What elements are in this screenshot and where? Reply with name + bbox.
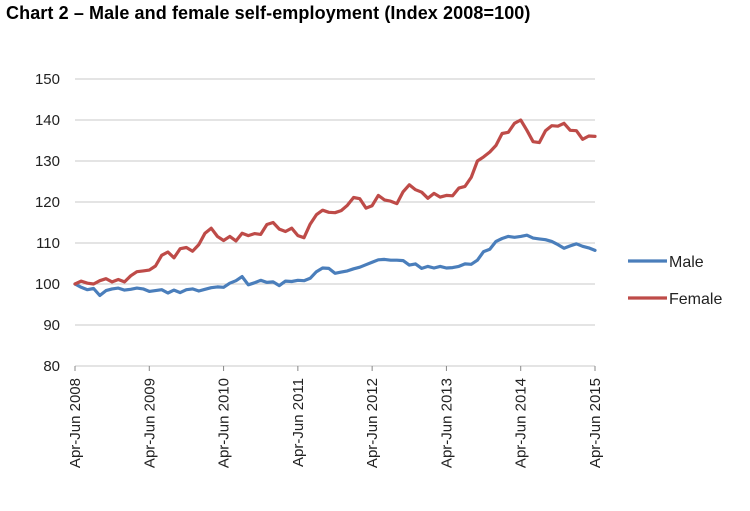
chart-title: Chart 2 – Male and female self-employmen… [6, 3, 531, 23]
x-tick-label: Apr-Jun 2013 [438, 378, 455, 468]
legend: Male Female [628, 254, 722, 308]
gridlines [75, 78, 595, 367]
series-lines [73, 118, 597, 298]
legend-label-female: Female [669, 291, 722, 308]
series-line-male [73, 233, 597, 298]
x-tick-label: Apr-Jun 2009 [141, 378, 158, 468]
x-tick-label: Apr-Jun 2010 [216, 378, 233, 468]
y-tick-label: 150 [35, 71, 60, 88]
y-tick-label: 120 [35, 194, 60, 211]
legend-label-male: Male [669, 254, 704, 271]
y-tick-label: 80 [43, 358, 60, 375]
x-axis-ticks: Apr-Jun 2008 Apr-Jun 2009 Apr-Jun 2010 Apr-… [67, 366, 604, 468]
y-tick-label: 100 [35, 276, 60, 293]
y-tick-label: 130 [35, 153, 60, 170]
x-tick-label: Apr-Jun 2011 [290, 378, 307, 467]
x-tick-label: Apr-Jun 2008 [67, 378, 84, 468]
y-tick-label: 90 [43, 317, 60, 334]
x-tick-label: Apr-Jun 2014 [513, 378, 530, 468]
series-line-female [73, 118, 597, 286]
y-tick-label: 110 [36, 235, 60, 252]
x-tick-label: Apr-Jun 2015 [587, 378, 604, 468]
y-axis-ticks: 80 90 100 110 120 130 140 150 [35, 71, 60, 375]
x-tick-label: Apr-Jun 2012 [364, 378, 381, 468]
y-tick-label: 140 [35, 112, 60, 129]
